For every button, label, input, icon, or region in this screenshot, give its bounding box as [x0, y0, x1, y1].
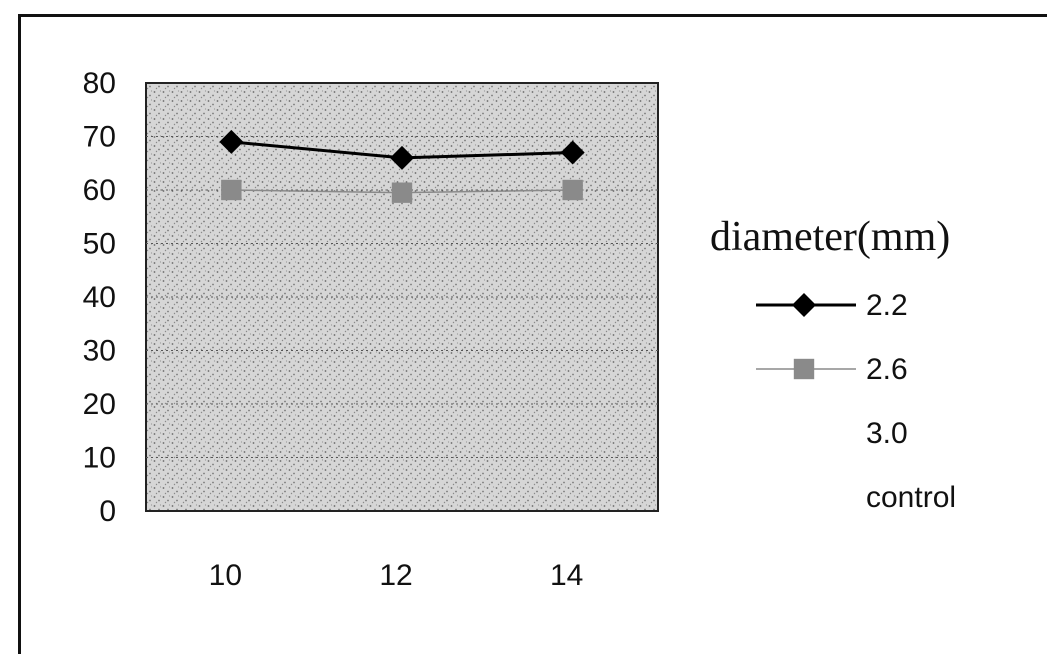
legend-swatches — [756, 293, 856, 380]
diamond-marker — [219, 129, 244, 154]
y-tick-label: 70 — [83, 121, 116, 154]
legend-title: diameter(mm) — [710, 214, 950, 260]
y-tick-label: 30 — [83, 335, 116, 368]
x-tick-label: 12 — [379, 559, 412, 592]
legend-label: 2.2 — [866, 289, 908, 322]
data-point — [221, 179, 242, 201]
legend-swatch-marker — [793, 358, 815, 380]
legend-swatch-marker — [792, 293, 816, 317]
legend-items: 2.2 2.6 3.0 control — [866, 289, 956, 514]
x-tick-label: 14 — [550, 559, 583, 592]
y-tick-label: 20 — [83, 388, 116, 421]
legend-label: control — [866, 481, 956, 514]
square-marker — [562, 179, 583, 201]
chart-frame — [18, 14, 1047, 654]
y-axis: 80 70 60 50 40 30 20 10 0 — [83, 67, 116, 528]
series-layer — [219, 129, 585, 203]
data-point — [391, 182, 413, 203]
legend-label: 3.0 — [866, 417, 908, 450]
diamond-marker — [390, 145, 414, 170]
x-tick-label: 10 — [209, 559, 242, 592]
diamond-marker — [792, 293, 816, 317]
square-marker — [391, 182, 413, 203]
y-tick-label: 10 — [83, 442, 116, 475]
y-tick-label: 50 — [83, 228, 116, 261]
y-tick-label: 60 — [83, 174, 116, 207]
square-marker — [221, 179, 242, 201]
data-point — [562, 179, 583, 201]
legend: diameter(mm) 2.2 2.6 3.0 control — [710, 214, 956, 514]
data-point — [560, 140, 585, 165]
data-point — [390, 145, 414, 170]
y-tick-label: 0 — [99, 495, 116, 528]
y-tick-label: 40 — [83, 281, 116, 314]
x-axis: 10 12 14 — [209, 559, 584, 592]
y-tick-label: 80 — [83, 67, 116, 100]
data-point — [219, 129, 244, 154]
legend-label: 2.6 — [866, 353, 908, 386]
diamond-marker — [560, 140, 585, 165]
square-marker — [793, 358, 815, 380]
